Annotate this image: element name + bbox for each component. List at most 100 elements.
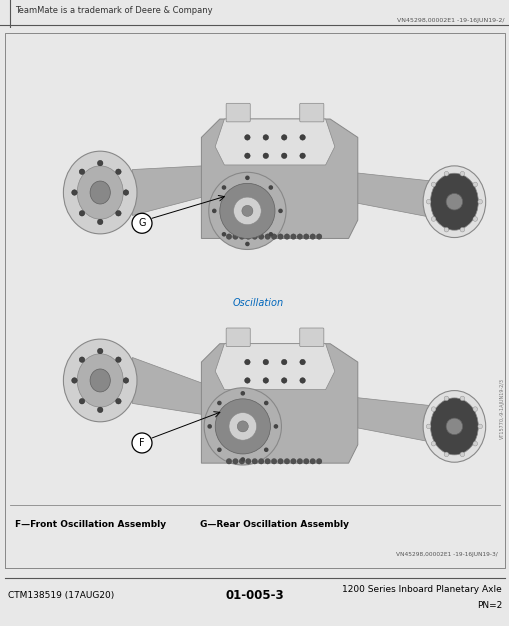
FancyBboxPatch shape [299,328,323,347]
Circle shape [79,357,84,362]
Circle shape [472,182,476,187]
Circle shape [431,407,435,411]
Polygon shape [215,344,334,389]
Circle shape [443,396,448,401]
Circle shape [459,172,464,176]
Circle shape [132,433,152,453]
Circle shape [79,399,84,404]
Circle shape [277,234,282,239]
Circle shape [245,242,249,246]
Circle shape [263,153,268,158]
Circle shape [271,459,276,464]
Circle shape [245,234,250,239]
Circle shape [240,391,245,396]
Circle shape [237,421,248,432]
Circle shape [72,377,77,383]
Circle shape [263,135,268,140]
Circle shape [263,401,268,405]
Circle shape [426,424,430,429]
Circle shape [116,399,121,404]
Text: F: F [139,438,145,448]
Polygon shape [132,165,219,215]
Circle shape [277,459,282,464]
Circle shape [226,459,231,464]
Circle shape [79,169,84,175]
Text: VN45298,00002E1 -19-16JUN19-3/: VN45298,00002E1 -19-16JUN19-3/ [395,552,497,557]
Circle shape [472,441,476,446]
Ellipse shape [90,369,110,392]
Circle shape [303,459,308,464]
Text: 01-005-3: 01-005-3 [225,590,284,602]
Circle shape [443,227,448,232]
Circle shape [273,424,278,429]
Text: PN=2: PN=2 [476,602,501,610]
Ellipse shape [90,181,110,204]
Text: G: G [138,218,146,228]
Circle shape [309,234,315,239]
Circle shape [239,459,244,464]
Ellipse shape [422,166,485,237]
Circle shape [208,172,286,250]
Circle shape [204,387,281,465]
Circle shape [477,200,482,204]
Circle shape [232,459,238,464]
Circle shape [226,234,231,239]
Circle shape [459,396,464,401]
Circle shape [258,234,264,239]
Ellipse shape [77,354,123,407]
Text: F—Front Oscillation Assembly: F—Front Oscillation Assembly [15,520,166,530]
FancyBboxPatch shape [225,103,250,122]
Text: 1200 Series Inboard Planetary Axle: 1200 Series Inboard Planetary Axle [342,585,501,594]
Circle shape [472,217,476,221]
Circle shape [245,175,249,180]
Circle shape [264,234,270,239]
Circle shape [264,459,270,464]
FancyBboxPatch shape [299,103,323,122]
Circle shape [426,200,430,204]
Circle shape [299,377,305,383]
Circle shape [263,359,268,365]
Text: CTM138519 (17AUG20): CTM138519 (17AUG20) [8,592,114,600]
Circle shape [299,359,305,365]
Circle shape [212,208,216,213]
Circle shape [258,459,264,464]
Circle shape [217,401,221,405]
Circle shape [97,219,103,225]
Circle shape [97,348,103,354]
Circle shape [316,459,321,464]
Circle shape [431,182,435,187]
Circle shape [459,227,464,232]
Circle shape [72,190,77,195]
Circle shape [316,234,321,239]
Circle shape [116,169,121,175]
Ellipse shape [430,173,477,230]
Text: Oscillation: Oscillation [232,298,283,308]
Circle shape [290,459,296,464]
Circle shape [79,210,84,216]
Circle shape [251,234,257,239]
FancyBboxPatch shape [225,328,250,347]
Circle shape [215,399,270,454]
Circle shape [299,153,305,158]
Circle shape [244,359,250,365]
Circle shape [123,190,128,195]
Circle shape [245,459,250,464]
Circle shape [284,459,289,464]
Ellipse shape [430,398,477,455]
Circle shape [217,448,221,452]
Circle shape [459,452,464,456]
Circle shape [263,448,268,452]
Polygon shape [215,119,334,165]
Text: TeamMate is a trademark of Deere & Company: TeamMate is a trademark of Deere & Compa… [15,6,213,15]
Circle shape [132,213,152,233]
Circle shape [431,217,435,221]
Circle shape [281,359,287,365]
Polygon shape [325,394,435,443]
Circle shape [284,234,289,239]
Circle shape [241,205,252,217]
Circle shape [229,413,256,440]
Circle shape [268,185,273,190]
Circle shape [251,459,257,464]
Ellipse shape [422,391,485,462]
Circle shape [443,172,448,176]
